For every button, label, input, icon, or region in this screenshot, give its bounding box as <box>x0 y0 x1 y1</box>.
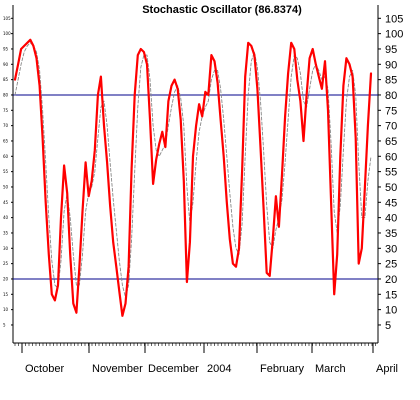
right-tick-label: 35 <box>385 228 397 240</box>
left-axis: 5 10 15 20 25 30 35 40 45 50 55 60 65 70 75 80 85 90 95 100… <box>3 5 14 343</box>
month-label: April <box>376 363 398 375</box>
month-label: 2004 <box>207 363 231 375</box>
right-tick-label: 45 <box>385 197 397 209</box>
right-tick-label: 10 <box>385 305 397 317</box>
left-tick-label: 50 <box>3 184 9 189</box>
left-tick-label: 100 <box>3 31 11 36</box>
right-tick-label: 60 <box>385 151 397 163</box>
left-tick-label: 90 <box>3 62 9 67</box>
right-tick-label: 50 <box>385 182 397 194</box>
left-tick-label: 25 <box>3 261 9 266</box>
right-tick-label: 40 <box>385 213 397 225</box>
reference-lines <box>13 94 378 280</box>
right-tick-label: 75 <box>385 105 397 117</box>
right-tick-label: 95 <box>385 44 397 56</box>
right-tick-label: 80 <box>385 90 397 102</box>
left-tick-label: 105 <box>3 16 11 21</box>
left-tick-label: 35 <box>3 230 9 235</box>
left-tick-label: 40 <box>3 215 9 220</box>
left-tick-label: 15 <box>3 292 9 297</box>
month-label: November <box>92 363 143 375</box>
month-label: February <box>260 363 305 375</box>
right-axis: 5 10 15 20 25 30 35 40 45 50 55 60 65 70 75 80 85 90 95 100… <box>377 5 403 343</box>
right-tick-label: 105 <box>385 13 403 25</box>
right-tick-label: 5 <box>385 320 391 332</box>
left-tick-label: 5 <box>3 322 6 327</box>
right-tick-label: 20 <box>385 274 397 286</box>
left-tick-label: 55 <box>3 169 9 174</box>
month-label: December <box>148 363 199 375</box>
right-tick-label: 90 <box>385 59 397 71</box>
left-tick-label: 20 <box>3 276 9 281</box>
right-tick-label: 25 <box>385 259 397 271</box>
month-label: March <box>315 363 346 375</box>
d-line <box>14 42 372 298</box>
left-tick-label: 45 <box>3 200 9 205</box>
left-tick-label: 70 <box>3 123 9 128</box>
d-line-series <box>14 42 372 298</box>
left-tick-label: 75 <box>3 108 9 113</box>
right-tick-label: 100 <box>385 29 403 41</box>
k-line-series <box>13 38 373 317</box>
right-tick-label: 30 <box>385 243 397 255</box>
right-tick-label: 55 <box>385 167 397 179</box>
left-tick-label: 10 <box>3 307 9 312</box>
x-axis: October November December 2004 February March… <box>13 342 398 375</box>
chart-title: Stochastic Oscillator (86.8374) <box>142 4 302 16</box>
left-tick-label: 80 <box>3 92 9 97</box>
month-label: October <box>25 363 64 375</box>
left-tick-label: 60 <box>3 154 9 159</box>
right-tick-label: 65 <box>385 136 397 148</box>
right-tick-label: 15 <box>385 289 397 301</box>
right-tick-label: 70 <box>385 121 397 133</box>
k-line <box>13 38 373 317</box>
right-tick-label: 85 <box>385 75 397 87</box>
left-tick-label: 30 <box>3 246 9 251</box>
left-tick-label: 95 <box>3 46 9 51</box>
left-tick-label: 65 <box>3 138 9 143</box>
left-tick-label: 85 <box>3 77 9 82</box>
